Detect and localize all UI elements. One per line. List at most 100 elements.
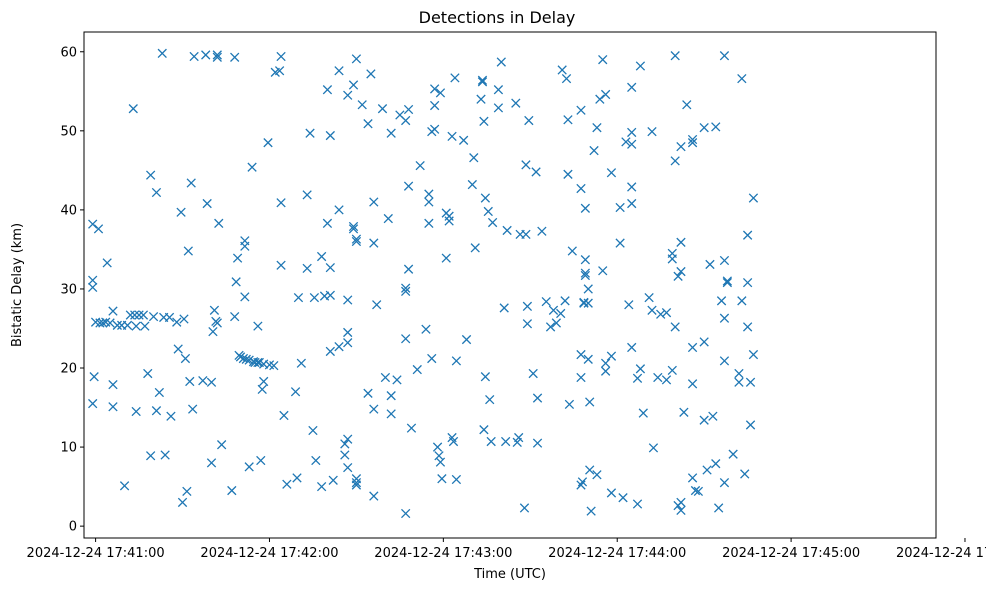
data-point: [238, 353, 249, 364]
data-point: [711, 122, 721, 132]
data-point: [661, 375, 672, 385]
data-point: [722, 276, 733, 286]
data-point: [415, 160, 425, 171]
data-point: [479, 425, 489, 435]
data-point: [557, 65, 567, 75]
data-point: [708, 411, 718, 421]
data-point: [290, 387, 301, 397]
data-point: [716, 296, 727, 306]
data-point: [112, 320, 122, 330]
data-point: [567, 246, 577, 256]
data-point: [322, 85, 333, 95]
data-point: [366, 69, 376, 79]
plot-frame: [83, 31, 937, 539]
data-point: [576, 372, 586, 383]
data-point: [493, 103, 504, 113]
data-point: [435, 457, 446, 467]
data-point: [363, 119, 373, 129]
data-point: [276, 260, 286, 270]
data-point: [583, 298, 593, 308]
data-point: [343, 295, 353, 305]
data-point: [705, 259, 715, 270]
data-point: [748, 193, 759, 203]
data-point: [653, 372, 663, 383]
data-point: [412, 364, 422, 375]
data-point: [230, 52, 240, 62]
data-point: [458, 135, 469, 145]
y-tick-label: 0: [69, 520, 77, 535]
data-point: [676, 141, 686, 152]
data-point: [202, 198, 212, 209]
data-point: [521, 229, 531, 240]
data-point: [745, 420, 756, 430]
data-point: [138, 310, 149, 320]
data-point: [742, 277, 753, 288]
data-point: [480, 193, 491, 203]
data-point: [429, 84, 440, 94]
data-point: [583, 354, 593, 364]
data-point: [742, 322, 753, 332]
data-point: [537, 226, 547, 236]
data-point: [493, 85, 504, 95]
data-point: [302, 263, 312, 274]
data-point: [719, 51, 730, 61]
data-point: [627, 127, 637, 138]
data-point: [670, 51, 680, 61]
data-point: [690, 485, 701, 496]
data-point: [214, 218, 224, 228]
data-point: [719, 477, 730, 488]
data-point: [351, 234, 362, 244]
data-point: [343, 90, 353, 100]
data-point: [421, 324, 431, 334]
data-point: [276, 51, 286, 62]
data-point: [682, 100, 692, 110]
data-point: [216, 440, 227, 450]
data-point: [403, 181, 414, 191]
data-point: [102, 258, 112, 268]
data-point: [164, 312, 175, 323]
data-point: [585, 397, 595, 407]
data-point: [334, 66, 344, 76]
data-point: [212, 52, 222, 62]
data-point: [240, 292, 250, 302]
data-point: [486, 436, 496, 447]
data-point: [627, 198, 637, 209]
data-point: [276, 198, 286, 208]
data-point: [699, 337, 709, 347]
data-point: [522, 301, 533, 312]
data-point: [343, 434, 353, 444]
data-point: [627, 182, 637, 192]
data-point: [351, 54, 362, 64]
data-point: [128, 104, 138, 114]
data-point: [576, 480, 586, 490]
data-point: [145, 170, 156, 180]
data-point: [564, 399, 575, 410]
data-point: [311, 455, 321, 466]
data-point: [627, 139, 637, 149]
data-point: [737, 73, 747, 84]
data-point: [479, 116, 489, 127]
data-point: [369, 238, 379, 248]
data-point: [185, 376, 195, 387]
data-point: [182, 486, 192, 497]
data-point: [719, 313, 730, 323]
data-point: [635, 364, 646, 374]
data-point: [621, 137, 631, 147]
data-point: [585, 465, 595, 475]
y-tick-label: 10: [60, 441, 77, 456]
data-point: [257, 384, 267, 395]
data-point: [98, 318, 108, 328]
data-point: [451, 356, 462, 366]
data-point: [148, 311, 159, 322]
data-point: [598, 55, 608, 65]
data-point: [328, 475, 338, 485]
data-point: [461, 334, 472, 345]
data-point: [380, 372, 391, 383]
data-point: [269, 360, 279, 371]
data-point: [386, 391, 396, 401]
x-tick-label: 2024-12-24 17:41:00: [27, 546, 165, 561]
data-point: [580, 203, 591, 213]
data-point: [340, 439, 350, 449]
data-point: [401, 115, 411, 126]
data-point: [188, 404, 198, 414]
